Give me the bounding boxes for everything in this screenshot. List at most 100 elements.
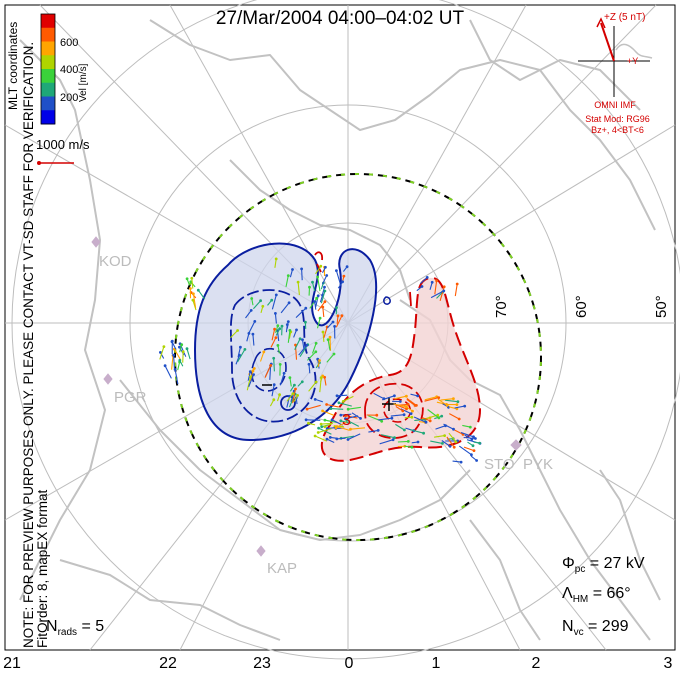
velocity-vector <box>454 405 465 409</box>
velocity-vector <box>350 427 366 430</box>
stat-nrads-symbol: N <box>46 618 58 635</box>
fitorder-note-text: FitOrder: 8, mapEX format <box>35 489 50 648</box>
velocity-vector <box>413 416 427 423</box>
colorbar-border <box>40 13 56 125</box>
velocity-vector <box>173 348 182 361</box>
velocity-vector <box>274 313 277 324</box>
velocity-vector <box>437 398 448 406</box>
velocity-vector <box>397 404 407 410</box>
velocity-vector <box>279 373 285 386</box>
mlt-tick-21: 21 <box>3 655 21 672</box>
velocity-vector <box>443 423 454 430</box>
velocity-vector <box>319 294 324 303</box>
velocity-vector <box>335 315 343 328</box>
velocity-vector <box>252 334 255 346</box>
velocity-vector <box>397 440 409 443</box>
velocity-vector <box>338 402 352 407</box>
velocity-vector <box>271 329 276 341</box>
velocity-vector <box>318 428 332 434</box>
scale-arrow <box>37 161 74 165</box>
velocity-vector <box>329 337 332 351</box>
velocity-vector <box>173 355 175 369</box>
stat-lambda-value: = 66° <box>592 585 631 602</box>
velocity-vector <box>299 344 309 357</box>
stat-nvc-symbol: N <box>562 618 574 635</box>
velocity-vector <box>288 331 292 339</box>
velocity-vector <box>248 374 255 388</box>
velocity-vector <box>434 280 438 295</box>
velocity-vector <box>317 301 326 312</box>
velocity-vector <box>435 425 446 430</box>
stat-n-vc: Nvc = 299 <box>562 618 629 638</box>
colorbar-swatch <box>41 82 55 97</box>
velocity-vector <box>441 440 451 447</box>
vector-origin <box>181 350 185 354</box>
velocity-vector <box>454 429 464 435</box>
velocity-vector <box>327 339 331 351</box>
velocity-vector <box>271 384 275 397</box>
velocity-vector <box>276 394 281 402</box>
velocity-vector <box>395 406 404 412</box>
imf-dial <box>578 17 653 97</box>
velocity-vector <box>277 345 280 354</box>
velocity-vector <box>237 349 246 363</box>
velocity-vector <box>264 365 272 378</box>
velocity-vector <box>463 446 475 452</box>
velocity-vector <box>171 341 177 350</box>
mlt-tick-2: 2 <box>531 655 541 672</box>
coords-note: MLT coordinates <box>6 21 20 110</box>
velocity-vector <box>186 348 191 360</box>
velocity-vector <box>191 278 194 289</box>
velocity-vector <box>422 417 431 422</box>
velocity-vector <box>321 422 333 425</box>
stat-nrads-value: = 5 <box>81 618 105 635</box>
velocity-vector <box>444 399 458 403</box>
velocity-vector <box>308 381 317 392</box>
colorbar-swatch <box>41 110 55 125</box>
velocity-vector <box>337 281 344 289</box>
stat-lambda-symbol: Λ <box>562 585 573 602</box>
velocity-vector <box>259 351 265 362</box>
velocity-vector <box>246 376 252 391</box>
velocity-vector <box>270 337 277 348</box>
velocity-vector <box>297 282 300 296</box>
velocity-vector <box>174 369 179 385</box>
velocity-vector <box>404 445 412 448</box>
velocity-vector <box>424 396 437 401</box>
colorbar-tick-400: 400 <box>60 64 79 76</box>
velocity-vector <box>380 434 395 439</box>
velocity-vector <box>336 315 339 324</box>
velocity-vector <box>247 321 256 335</box>
velocity-vector <box>301 339 305 349</box>
stat-phi-symbol: Φ <box>562 555 575 572</box>
station-markers <box>91 236 522 557</box>
velocity-vector <box>467 441 474 447</box>
velocity-vector <box>230 330 238 339</box>
velocity-vector <box>317 360 321 368</box>
velocity-vector <box>470 455 477 461</box>
velocity-vector <box>448 432 457 443</box>
velocity-vector <box>336 425 350 431</box>
velocity-vector <box>308 422 316 426</box>
velocity-vector <box>314 301 317 310</box>
stat-phi-value: = 27 kV <box>589 555 645 572</box>
velocity-vector <box>274 258 277 268</box>
colorbar-tick-200: 200 <box>60 92 79 104</box>
positive-cell <box>314 251 482 462</box>
velocity-vector <box>306 404 321 410</box>
velocity-vector <box>295 397 298 405</box>
stat-nvc-value: = 299 <box>588 618 629 635</box>
stat-n-rads: Nrads = 5 <box>46 618 104 638</box>
velocity-vector <box>292 388 297 404</box>
velocity-vector <box>286 393 294 402</box>
imf-model: Stat Mod: RG96 <box>585 114 650 124</box>
colorbar-swatch <box>41 14 55 29</box>
velocity-vector <box>306 419 321 421</box>
colorbar-label: Vel [m/s] <box>78 63 89 102</box>
velocity-vector <box>190 281 196 288</box>
velocity-vector <box>235 355 241 365</box>
velocity-vector <box>320 290 326 304</box>
velocity-vector <box>458 445 472 456</box>
velocity-vector <box>393 403 407 408</box>
colorbar-swatch <box>41 41 55 56</box>
